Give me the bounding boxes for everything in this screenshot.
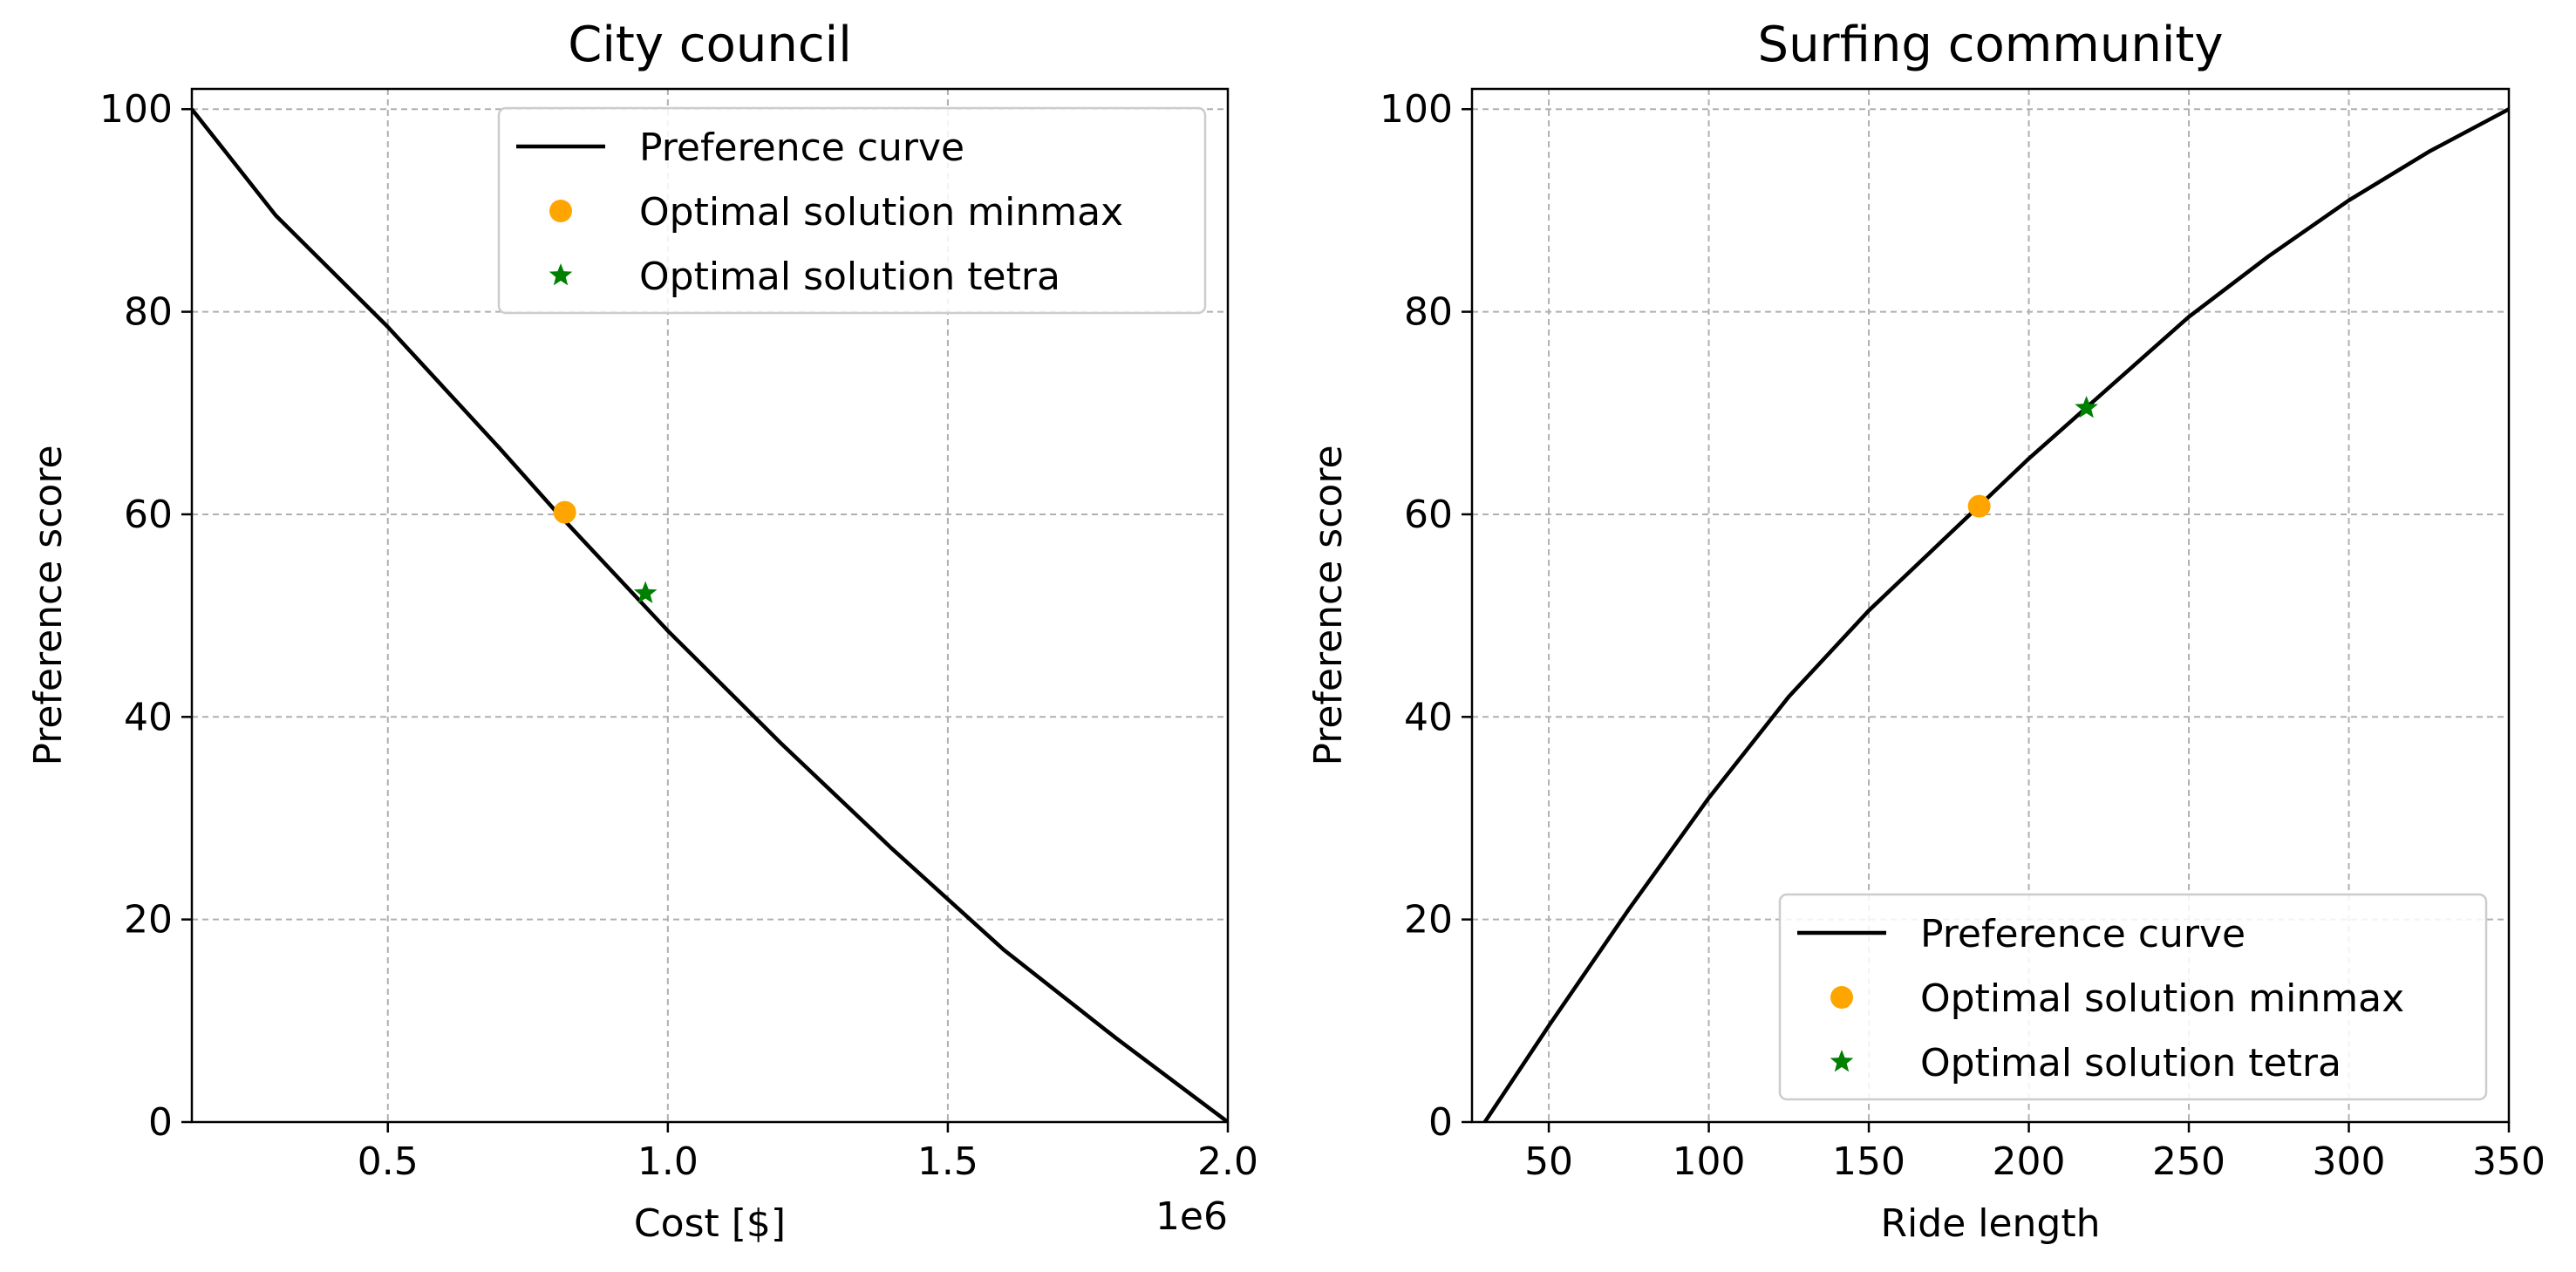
legend-label: Optimal solution tetra bbox=[639, 255, 1060, 299]
scatter-point-minmax bbox=[1967, 494, 1991, 518]
axes-frame bbox=[1470, 87, 2511, 1124]
x-axis-label: Cost [$] bbox=[634, 1201, 786, 1246]
legend-circle-swatch bbox=[1830, 986, 1853, 1009]
x-tick-label: 2.0 bbox=[1197, 1139, 1258, 1184]
y-tick-label: 100 bbox=[99, 87, 173, 132]
y-tick-label: 40 bbox=[124, 695, 173, 739]
x-tick-label: 50 bbox=[1524, 1139, 1573, 1184]
x-tick-label: 250 bbox=[2152, 1139, 2225, 1184]
legend-label: Optimal solution minmax bbox=[639, 190, 1123, 235]
scatter-point-minmax bbox=[553, 500, 576, 524]
x-tick-label: 300 bbox=[2313, 1139, 2386, 1184]
x-axis-label: Ride length bbox=[1880, 1201, 2100, 1246]
legend-label: Preference curve bbox=[1920, 912, 2245, 956]
x-tick-label: 150 bbox=[1832, 1139, 1905, 1184]
legend: Preference curve Optimal solution minmax O… bbox=[497, 106, 1207, 315]
y-tick-label: 80 bbox=[124, 290, 173, 335]
legend-label: Optimal solution minmax bbox=[1920, 976, 2404, 1021]
x-tick-label: 100 bbox=[1673, 1139, 1746, 1184]
y-tick-label: 100 bbox=[1380, 87, 1453, 132]
chart-panel: 0.5 1.0 1.5 2.0 0 20 40 60 80 100 City council Cost… bbox=[26, 17, 1258, 1246]
legend-circle-swatch bbox=[549, 200, 572, 222]
x-tick-label: 200 bbox=[1993, 1139, 2066, 1184]
x-tick-label: 350 bbox=[2472, 1139, 2545, 1184]
legend-box bbox=[497, 106, 1207, 315]
chart-title: City council bbox=[568, 17, 852, 73]
x-tick-label: 0.5 bbox=[358, 1139, 419, 1184]
y-axis-label: Preference score bbox=[26, 445, 71, 765]
chart-title: Surfing community bbox=[1758, 17, 2224, 73]
x-axis-offset-label: 1e6 bbox=[1155, 1194, 1228, 1239]
y-tick-label: 20 bbox=[124, 898, 173, 942]
y-tick-label: 40 bbox=[1404, 695, 1453, 739]
y-tick-label: 60 bbox=[1404, 493, 1453, 537]
y-tick-label: 0 bbox=[1428, 1100, 1453, 1145]
y-axis-label: Preference score bbox=[1306, 445, 1351, 765]
y-tick-label: 80 bbox=[1404, 290, 1453, 335]
legend-box bbox=[1778, 893, 2488, 1101]
chart-panel: 50 100 150 200 250 300 350 0 20 40 60 80 100 Surfing … bbox=[1306, 17, 2545, 1246]
y-tick-label: 0 bbox=[148, 1100, 173, 1145]
legend-label: Optimal solution tetra bbox=[1920, 1041, 2341, 1085]
series-line-preference-curve bbox=[192, 107, 1228, 1122]
scatter-point-tetra bbox=[2075, 395, 2098, 418]
legend-label: Preference curve bbox=[639, 126, 964, 170]
legend: Preference curve Optimal solution minmax O… bbox=[1778, 893, 2488, 1101]
x-tick-label: 1.0 bbox=[637, 1139, 699, 1184]
axes-frame bbox=[190, 87, 1230, 1124]
scatter-point-tetra bbox=[633, 581, 658, 603]
legend-star-swatch bbox=[549, 263, 573, 286]
series-line-preference-curve bbox=[1482, 107, 2509, 1122]
x-tick-label: 1.5 bbox=[917, 1139, 978, 1184]
legend-star-swatch bbox=[1830, 1050, 1854, 1072]
y-tick-label: 20 bbox=[1404, 898, 1453, 942]
y-tick-label: 60 bbox=[124, 493, 173, 537]
